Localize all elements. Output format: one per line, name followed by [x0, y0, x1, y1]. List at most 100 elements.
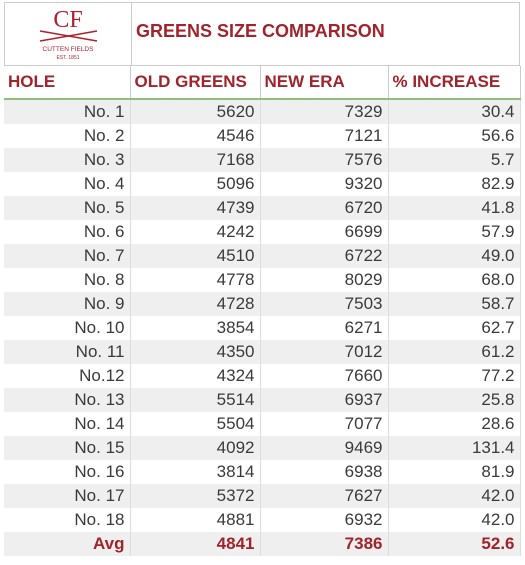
cell: 82.9: [388, 172, 521, 196]
cell: 28.6: [388, 412, 521, 436]
cell: 4881: [130, 508, 261, 532]
cell: No.12: [4, 364, 131, 388]
cell: 6271: [260, 316, 389, 340]
cell: 8029: [260, 268, 389, 292]
cell: 77.2: [388, 364, 521, 388]
cell: 7077: [260, 412, 389, 436]
cell: 58.7: [388, 292, 521, 316]
cell: No. 7: [4, 244, 131, 268]
cell: 5096: [130, 172, 261, 196]
cell: 7660: [260, 364, 389, 388]
cell: 5514: [130, 388, 261, 412]
cell: 42.0: [388, 508, 521, 532]
cell: 6938: [260, 460, 389, 484]
cell: No. 1: [4, 99, 131, 124]
cell: 131.4: [388, 436, 521, 460]
table: HOLE OLD GREENS NEW ERA% INCREASE No. 1 562…: [4, 66, 521, 556]
row: No. 15 4092 9469 131.4: [4, 436, 521, 460]
column-header: % INCREASE: [388, 66, 521, 100]
header: CF CUTTEN FIELDS EST. 1851 GREENS SIZE C…: [4, 2, 520, 66]
row: No. 9 4728 7503 58.7: [4, 292, 521, 316]
cell: 57.9: [388, 220, 521, 244]
cell: Avg: [4, 532, 131, 556]
logo-art: CF CUTTEN FIELDS EST. 1851: [39, 7, 98, 61]
column-header: NEW ERA: [260, 66, 389, 100]
logo-monogram: CF: [53, 7, 82, 33]
cell: 7329: [260, 99, 389, 124]
cell: 61.2: [388, 340, 521, 364]
cell: No. 16: [4, 460, 131, 484]
row: No. 14 5504 7077 28.6: [4, 412, 521, 436]
row: No. 6 4242 6699 57.9: [4, 220, 521, 244]
cell: 25.8: [388, 388, 521, 412]
cell: 6699: [260, 220, 389, 244]
cell: No. 9: [4, 292, 131, 316]
cell: No. 18: [4, 508, 131, 532]
cell: 3814: [130, 460, 261, 484]
row: No. 1 5620 7329 30.4: [4, 99, 521, 124]
cell: 52.6: [388, 532, 521, 556]
row: No. 11 4350 7012 61.2: [4, 340, 521, 364]
cell: 9469: [260, 436, 389, 460]
cell: 4546: [130, 124, 261, 148]
cell: No. 17: [4, 484, 131, 508]
cell: 62.7: [388, 316, 521, 340]
cell: 30.4: [388, 99, 521, 124]
logo-est: EST. 1851: [56, 55, 79, 61]
row: No. 4 5096 9320 82.9: [4, 172, 521, 196]
cell: No. 2: [4, 124, 131, 148]
cell: 49.0: [388, 244, 521, 268]
cell: 7627: [260, 484, 389, 508]
row: No. 16 3814 6938 81.9: [4, 460, 521, 484]
logo: CF CUTTEN FIELDS EST. 1851: [5, 3, 132, 65]
row: No.12 4324 7660 77.2: [4, 364, 521, 388]
row: No. 13 5514 6937 25.8: [4, 388, 521, 412]
cell: 7121: [260, 124, 389, 148]
cell: 6720: [260, 196, 389, 220]
cell: 9320: [260, 172, 389, 196]
cell: 81.9: [388, 460, 521, 484]
cell: 7576: [260, 148, 389, 172]
cell: 4092: [130, 436, 261, 460]
cell: No. 4: [4, 172, 131, 196]
average-row: Avg 4841 7386 52.6: [4, 532, 521, 556]
cell: 6932: [260, 508, 389, 532]
cell: 4778: [130, 268, 261, 292]
cell: No. 5: [4, 196, 131, 220]
cell: 41.8: [388, 196, 521, 220]
cell: 4728: [130, 292, 261, 316]
cell: No. 3: [4, 148, 131, 172]
cell: 42.0: [388, 484, 521, 508]
cell: 4324: [130, 364, 261, 388]
cell: No. 15: [4, 436, 131, 460]
title: GREENS SIZE COMPARISON: [136, 21, 385, 41]
cell: 6937: [260, 388, 389, 412]
cell: 4350: [130, 340, 261, 364]
cell: 7386: [260, 532, 389, 556]
row: No. 10 3854 6271 62.7: [4, 316, 521, 340]
cell: No. 6: [4, 220, 131, 244]
cell: 4242: [130, 220, 261, 244]
row: No. 8 4778 8029 68.0: [4, 268, 521, 292]
cell: 6722: [260, 244, 389, 268]
cell: No. 13: [4, 388, 131, 412]
cell: 7503: [260, 292, 389, 316]
row: No. 3 7168 7576 5.7: [4, 148, 521, 172]
cell: No. 11: [4, 340, 131, 364]
row: No. 2 4546 7121 56.6: [4, 124, 521, 148]
cell: 5620: [130, 99, 261, 124]
row: No. 18 4881 6932 42.0: [4, 508, 521, 532]
logo-name: CUTTEN FIELDS: [43, 46, 95, 53]
column-header: OLD GREENS: [130, 66, 261, 100]
cell: 5504: [130, 412, 261, 436]
cell: 5372: [130, 484, 261, 508]
cell: 4510: [130, 244, 261, 268]
cell: No. 14: [4, 412, 131, 436]
cell: No. 10: [4, 316, 131, 340]
header-row: HOLE OLD GREENS NEW ERA% INCREASE: [4, 66, 521, 100]
cell: 56.6: [388, 124, 521, 148]
row: No. 5 4739 6720 41.8: [4, 196, 521, 220]
cell: 68.0: [388, 268, 521, 292]
